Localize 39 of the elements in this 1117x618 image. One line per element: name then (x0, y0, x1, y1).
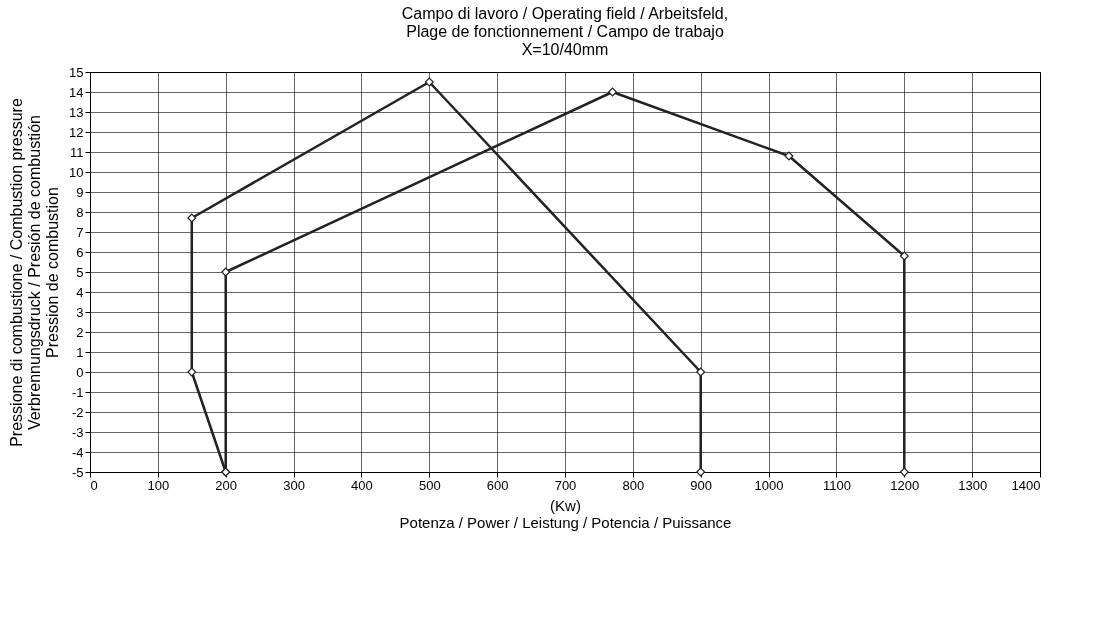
x-tick-label: 1300 (958, 477, 988, 493)
x-tick-label: 0 (90, 477, 98, 493)
y-tick-label: 10 (69, 164, 84, 180)
x-tick-label: 800 (622, 477, 645, 493)
x-tick-label: 900 (690, 477, 713, 493)
x-tick-label: 1000 (754, 477, 784, 493)
x-tick-label: 700 (554, 477, 577, 493)
y-tick-label: 9 (76, 184, 84, 200)
y-tick-label: 7 (76, 224, 84, 240)
y-tick-label: -4 (71, 444, 84, 460)
y-tick-label: 2 (76, 324, 84, 340)
x-tick-label: 100 (147, 477, 170, 493)
y-tick-label: -5 (71, 464, 84, 480)
y-tick-label: -1 (71, 384, 84, 400)
y-tick-label: 5 (76, 264, 84, 280)
x-tick-label: 500 (418, 477, 441, 493)
x-tick-label: 200 (215, 477, 238, 493)
y-tick-label: 13 (69, 104, 84, 120)
y-tick-label: -2 (71, 404, 84, 420)
y-tick-label: 0 (76, 364, 84, 380)
y-tick-label: 12 (69, 124, 84, 140)
x-axis-title: (Kw) Potenza / Power / Leistung / Potencia / Puissance (399, 496, 732, 531)
y-tick-label: 6 (76, 244, 84, 260)
x-tick-label: 400 (351, 477, 373, 493)
y-tick-label: 15 (69, 64, 84, 80)
y-tick-label: 11 (70, 144, 84, 160)
y-axis-title: Pressione di combustione / Combustion pressure Verbrennungsdruck / Presión de combustión Pression de combustion (8, 98, 62, 447)
y-tick-label: 1 (76, 344, 84, 360)
x-tick-label: 1400 (1011, 477, 1041, 493)
x-tick-label: 300 (283, 477, 305, 493)
x-tick-label: 600 (486, 477, 509, 493)
y-tick-label: -3 (71, 424, 84, 440)
x-tick-label: 1200 (890, 477, 920, 493)
y-tick-label: 8 (76, 204, 84, 220)
y-tick-label: 14 (69, 84, 84, 100)
x-tick-label: 1100 (822, 477, 851, 493)
chart-title: Campo di lavoro / Operating field / Arbeitsfeld, Plage de fonctionnement / Campo de trabajo X=10/40mm (401, 5, 729, 58)
y-tick-label: 3 (76, 304, 84, 320)
y-tick-label: 4 (76, 284, 84, 300)
